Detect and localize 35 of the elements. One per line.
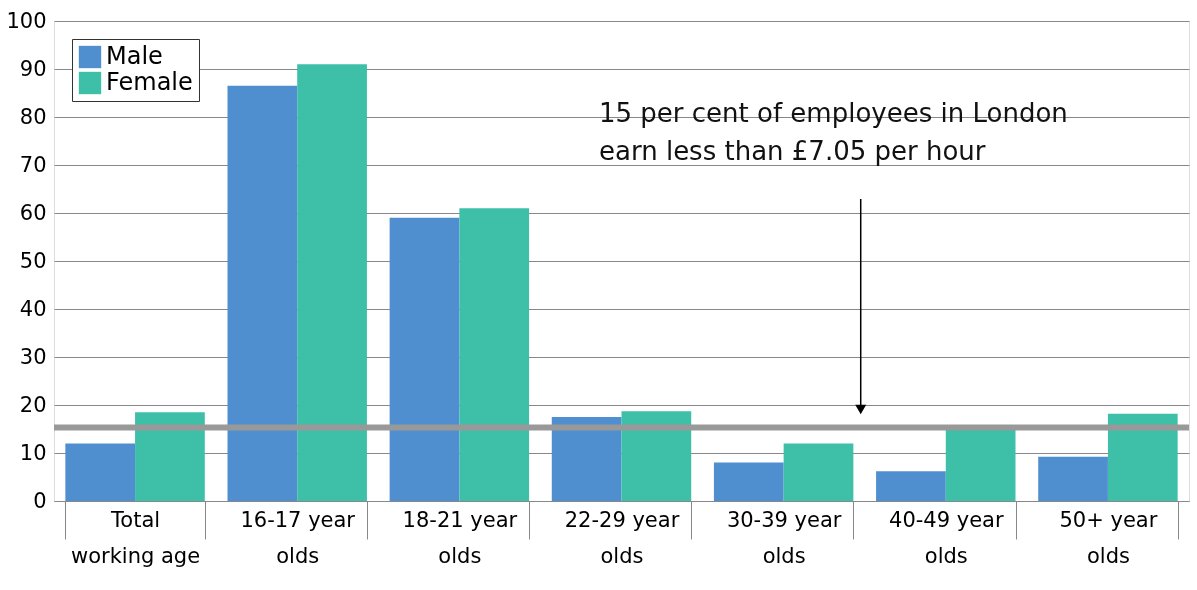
bar: [1107, 413, 1178, 501]
x-tick-label: 16-17 year olds: [240, 507, 356, 568]
bar: [945, 428, 1016, 501]
y-tick-label: 100: [6, 8, 47, 33]
bar: [227, 85, 298, 501]
x-tick-label: Total working age: [71, 507, 201, 568]
bar: [551, 417, 622, 501]
bar: [389, 217, 460, 501]
legend-label: Female: [106, 68, 193, 96]
y-tick-label: 60: [19, 200, 47, 225]
bar: [713, 462, 784, 501]
bar: [459, 208, 530, 501]
annotation: 15 per cent of employees in London earn less than £7.05 per hour: [599, 98, 1068, 166]
y-tick-label: 90: [19, 56, 47, 81]
bar: [65, 443, 136, 501]
x-tick-label: 22-29 year olds: [564, 507, 680, 568]
bar: [621, 411, 692, 501]
y-tick-label: 0: [33, 488, 47, 513]
x-tick-label: 30-39 year olds: [726, 507, 842, 568]
y-tick-label: 30: [19, 344, 47, 369]
bar: [135, 412, 205, 501]
y-tick-label: 50: [19, 248, 47, 273]
bar: [876, 471, 946, 501]
y-tick-label: 40: [19, 296, 47, 321]
y-tick-label: 10: [19, 440, 47, 465]
y-tick-label: 20: [19, 392, 47, 417]
x-tick-label: 40-49 year olds: [889, 507, 1004, 568]
bar: [783, 443, 854, 501]
x-tick-label: 18-21 year olds: [402, 507, 518, 568]
legend-label: Male: [106, 42, 163, 70]
x-tick-label: 50+ year olds: [1059, 507, 1158, 568]
bar: [297, 64, 367, 501]
y-tick-label: 70: [19, 152, 47, 177]
bar: [1038, 456, 1108, 501]
y-tick-label: 80: [19, 104, 47, 129]
